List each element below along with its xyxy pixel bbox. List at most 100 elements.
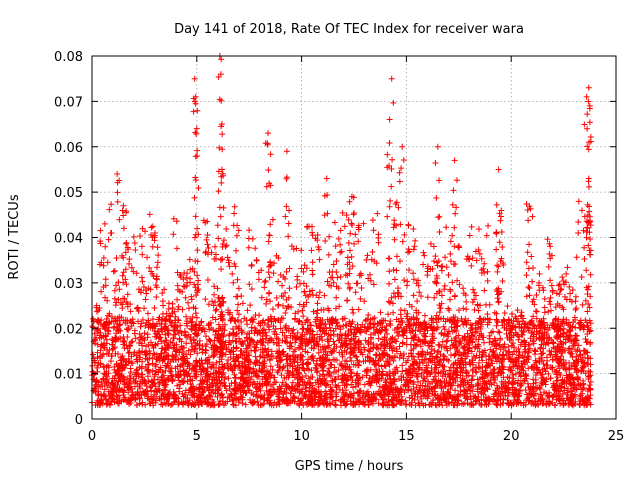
data-point — [412, 334, 419, 341]
data-point — [493, 382, 500, 389]
data-point — [265, 351, 272, 358]
data-point — [421, 252, 428, 259]
data-point — [127, 369, 134, 376]
data-point — [495, 263, 502, 270]
data-point — [527, 205, 534, 212]
data-point — [324, 278, 331, 285]
data-point — [154, 376, 161, 383]
data-point — [494, 372, 501, 379]
data-point — [249, 235, 256, 242]
data-point — [386, 320, 393, 327]
data-point — [525, 283, 532, 290]
data-point — [300, 313, 307, 320]
data-point — [428, 401, 435, 408]
data-point — [277, 325, 284, 332]
data-point — [446, 367, 453, 374]
data-point — [116, 286, 123, 293]
data-point — [355, 345, 362, 352]
data-point — [200, 325, 207, 332]
data-point — [404, 249, 411, 256]
data-point — [441, 282, 448, 289]
data-point — [576, 324, 583, 331]
data-point — [549, 356, 556, 363]
data-point — [447, 238, 454, 245]
data-point — [135, 318, 142, 325]
data-point — [384, 330, 391, 337]
data-point — [410, 226, 417, 233]
data-point — [144, 367, 151, 374]
data-point — [336, 349, 343, 356]
data-point — [329, 377, 336, 384]
data-point — [440, 368, 447, 375]
data-point — [90, 351, 97, 358]
data-point — [547, 351, 554, 358]
data-point — [290, 393, 297, 400]
data-point — [97, 383, 104, 390]
data-point — [547, 294, 554, 301]
data-point — [541, 304, 548, 311]
data-point — [132, 335, 139, 342]
data-point — [468, 223, 475, 230]
data-point — [548, 348, 555, 355]
data-point — [255, 276, 262, 283]
data-point — [533, 291, 540, 298]
data-point — [309, 271, 316, 278]
data-point — [313, 360, 320, 367]
data-point — [375, 239, 382, 246]
data-point — [185, 305, 192, 312]
data-point — [482, 370, 489, 377]
data-point — [184, 378, 191, 385]
data-point — [187, 351, 194, 358]
data-point — [348, 357, 355, 364]
data-point — [235, 335, 242, 342]
data-point — [337, 241, 344, 248]
data-point — [369, 217, 376, 224]
data-point — [396, 343, 403, 350]
data-point — [302, 348, 309, 355]
data-point — [206, 337, 213, 344]
data-point — [530, 333, 537, 340]
data-point — [523, 259, 530, 266]
data-point — [533, 308, 540, 315]
data-point — [124, 398, 131, 405]
data-point — [102, 326, 109, 333]
data-point — [208, 379, 215, 386]
data-point — [385, 311, 392, 318]
data-point — [339, 315, 346, 322]
data-point — [460, 401, 467, 408]
data-point — [526, 285, 533, 292]
data-point — [314, 377, 321, 384]
data-point — [344, 297, 351, 304]
data-point — [115, 400, 122, 407]
data-point — [468, 262, 475, 269]
data-point — [414, 298, 421, 305]
data-point — [403, 401, 410, 408]
data-point — [94, 326, 101, 333]
data-point — [565, 322, 572, 329]
data-point — [439, 373, 446, 380]
data-point — [421, 386, 428, 393]
data-point — [498, 228, 505, 235]
data-point — [211, 291, 218, 298]
data-point — [355, 306, 362, 313]
data-point — [373, 379, 380, 386]
data-point — [259, 327, 266, 334]
data-point — [303, 388, 310, 395]
data-point — [495, 298, 502, 305]
data-point — [478, 389, 485, 396]
data-point — [545, 263, 552, 270]
data-point — [399, 362, 406, 369]
data-point — [101, 392, 108, 399]
data-point — [309, 353, 316, 360]
data-point — [481, 339, 488, 346]
data-point — [296, 280, 303, 287]
data-point — [391, 276, 398, 283]
data-point — [324, 352, 331, 359]
data-point — [207, 402, 214, 409]
data-point — [400, 374, 407, 381]
data-point — [391, 395, 398, 402]
data-point — [223, 387, 230, 394]
data-point — [580, 322, 587, 329]
data-point — [501, 309, 508, 316]
data-point — [467, 396, 474, 403]
